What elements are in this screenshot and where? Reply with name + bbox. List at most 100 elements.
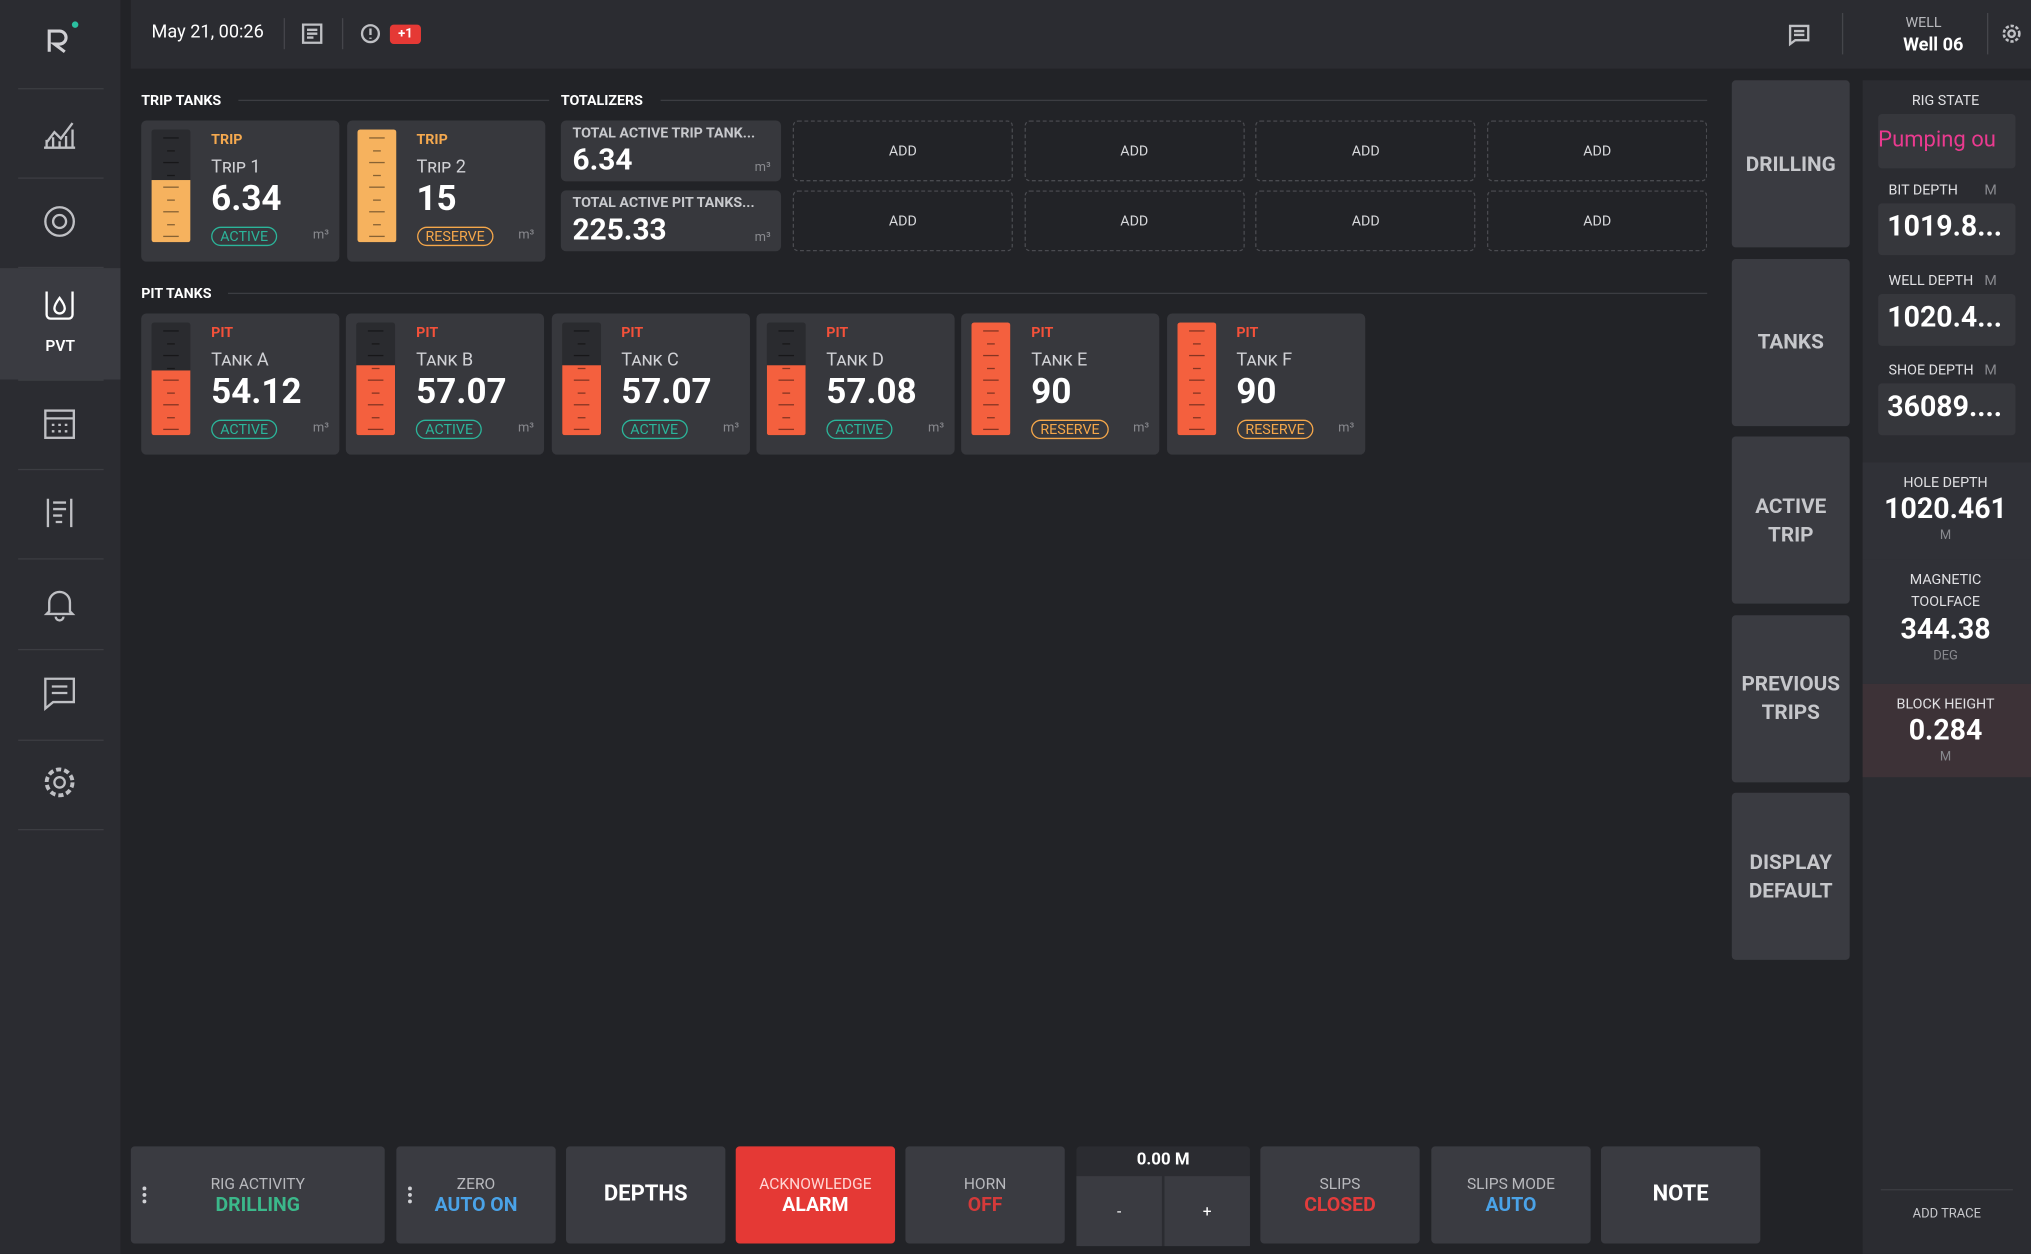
gauge-tick xyxy=(372,342,380,344)
gauge-tick xyxy=(368,428,384,431)
panel-title: RIG STATE xyxy=(1911,91,1980,109)
add-button[interactable]: ADD xyxy=(792,190,1013,252)
tank-gauge xyxy=(356,322,396,436)
nav-icon-calendar[interactable] xyxy=(41,405,77,441)
side-button[interactable]: PREVIOUS TRIPS xyxy=(1731,614,1850,782)
tank-name: Tank C xyxy=(621,349,679,371)
gauge-tick xyxy=(163,379,179,381)
gauge-tick xyxy=(372,391,380,394)
tank-card[interactable]: PIT Tank A 54.12 ACTIVE m³ xyxy=(141,313,340,455)
nav-icon-bell[interactable] xyxy=(41,585,77,622)
add-button[interactable]: ADD xyxy=(1255,120,1476,182)
add-button[interactable]: ADD xyxy=(792,120,1013,182)
side-button[interactable]: DRILLING xyxy=(1731,80,1850,248)
side-button[interactable]: TANKS xyxy=(1731,258,1850,426)
nav-icon-report[interactable] xyxy=(41,495,77,531)
settings-icon[interactable] xyxy=(2001,23,2022,44)
bottom-button[interactable]: ACKNOWLEDGE ALARM xyxy=(735,1146,896,1244)
item-box: 36089.... xyxy=(1878,383,2016,436)
divider xyxy=(18,648,104,651)
divider xyxy=(18,177,104,179)
gauge-tick xyxy=(1192,367,1201,369)
bottom-button[interactable]: ZERO AUTO ON xyxy=(396,1146,556,1244)
gauge-tick xyxy=(372,174,381,176)
gauge-tick xyxy=(1188,379,1204,381)
readout-unit: DEG xyxy=(1933,648,1958,664)
bottom-button[interactable]: RIG ACTIVITY DRILLING xyxy=(130,1146,385,1244)
bottom-button[interactable]: DEPTHS xyxy=(566,1146,726,1244)
divider xyxy=(341,18,344,50)
tank-kind: TRIP xyxy=(211,130,243,148)
item-label: SHOE DEPTH xyxy=(1888,361,1974,379)
depth-minus[interactable]: - xyxy=(1076,1176,1162,1247)
date: May 21, 00:26 xyxy=(151,22,264,43)
button-label: HORN xyxy=(963,1174,1007,1193)
gauge-tick xyxy=(167,174,175,176)
tank-gauge xyxy=(151,322,191,436)
add-trace[interactable]: ADD TRACE xyxy=(1912,1207,1981,1222)
depth-plus[interactable]: + xyxy=(1164,1176,1250,1247)
tank-fill xyxy=(356,365,396,436)
gauge-tick xyxy=(163,354,179,357)
tank-kind: PIT xyxy=(826,323,849,341)
tank-name: Tank F xyxy=(1236,349,1293,371)
tank-card[interactable]: PIT Tank B 57.07 ACTIVE m³ xyxy=(346,313,545,455)
rig-state-box: Pumping ou xyxy=(1878,113,2016,169)
tank-kind: TRIP xyxy=(416,130,448,148)
bottom-button[interactable]: NOTE xyxy=(1600,1146,1761,1244)
readout: HOLE DEPTH 1020.461 M xyxy=(1862,462,2031,560)
section-title: TOTALIZERS xyxy=(560,91,643,109)
notes-icon[interactable] xyxy=(301,22,324,45)
gauge-tick xyxy=(163,137,179,139)
totalizer-unit: m³ xyxy=(754,160,771,175)
tank-name: Tank B xyxy=(416,349,474,371)
nav-icon-notes[interactable] xyxy=(41,675,77,712)
button-value: AUTO ON xyxy=(434,1192,518,1217)
tank-gauge xyxy=(1176,322,1216,436)
add-button[interactable]: ADD xyxy=(1487,190,1708,252)
divider xyxy=(18,88,104,90)
nav-icon-settings[interactable] xyxy=(41,764,77,800)
tank-status: ACTIVE xyxy=(211,226,278,247)
chat-icon[interactable] xyxy=(1788,23,1811,47)
well-name: Well 06 xyxy=(1903,34,1964,56)
gauge-tick xyxy=(163,235,179,238)
tank-unit: m³ xyxy=(1133,420,1150,436)
button-label: SLIPS xyxy=(1319,1174,1361,1193)
nav-icon-target[interactable] xyxy=(41,203,77,239)
add-button[interactable]: ADD xyxy=(1487,120,1708,182)
button-value: DRILLING xyxy=(215,1192,300,1217)
bottom-button[interactable]: SLIPS MODE AUTO xyxy=(1431,1146,1591,1244)
nav-icon-pvt[interactable] xyxy=(41,288,77,324)
gauge-tick xyxy=(573,379,589,381)
totalizer-card[interactable]: TOTAL ACTIVE TRIP TANK... 6.34 m³ xyxy=(560,120,782,182)
tank-unit: m³ xyxy=(928,420,945,436)
tank-unit: m³ xyxy=(722,420,740,436)
button-value: CLOSED xyxy=(1304,1192,1376,1217)
tank-name: Tank D xyxy=(826,349,884,371)
bottom-button[interactable]: HORN OFF xyxy=(905,1146,1065,1244)
readout-label: BLOCK HEIGHT xyxy=(1896,695,1995,713)
bottom-button[interactable]: SLIPS CLOSED xyxy=(1260,1146,1420,1244)
tank-card[interactable]: PIT Tank D 57.08 ACTIVE m³ xyxy=(756,313,955,455)
tank-card[interactable]: PIT Tank E 90 RESERVE m³ xyxy=(961,313,1160,455)
add-button[interactable]: ADD xyxy=(1024,190,1245,252)
readout-unit: M xyxy=(1939,749,1952,765)
totalizer-card[interactable]: TOTAL ACTIVE PIT TANKS... 225.33 m³ xyxy=(560,190,782,252)
add-button[interactable]: ADD xyxy=(1024,120,1245,182)
side-button[interactable]: DISPLAY DEFAULT xyxy=(1731,792,1850,960)
add-button[interactable]: ADD xyxy=(1255,190,1476,252)
nav-icon-chart[interactable] xyxy=(41,114,77,150)
side-button[interactable]: ACTIVE TRIP xyxy=(1731,436,1850,604)
menu-dot xyxy=(142,1199,147,1204)
alert-icon[interactable] xyxy=(360,23,381,44)
tank-card[interactable]: PIT Tank F 90 RESERVE m³ xyxy=(1166,313,1365,455)
item-label: WELL DEPTH xyxy=(1888,271,1974,289)
tank-card[interactable]: TRIP Trip 1 6.34 ACTIVE m³ xyxy=(141,120,340,262)
totalizer-label: TOTAL ACTIVE TRIP TANK... xyxy=(572,124,756,142)
tank-card[interactable]: PIT Tank C 57.07 ACTIVE m³ xyxy=(551,313,750,455)
tank-card[interactable]: TRIP Trip 2 15 RESERVE m³ xyxy=(346,120,545,262)
item-value: 1020.4... xyxy=(1887,301,2003,334)
divider xyxy=(1880,1189,2013,1191)
menu-dot xyxy=(408,1199,412,1204)
